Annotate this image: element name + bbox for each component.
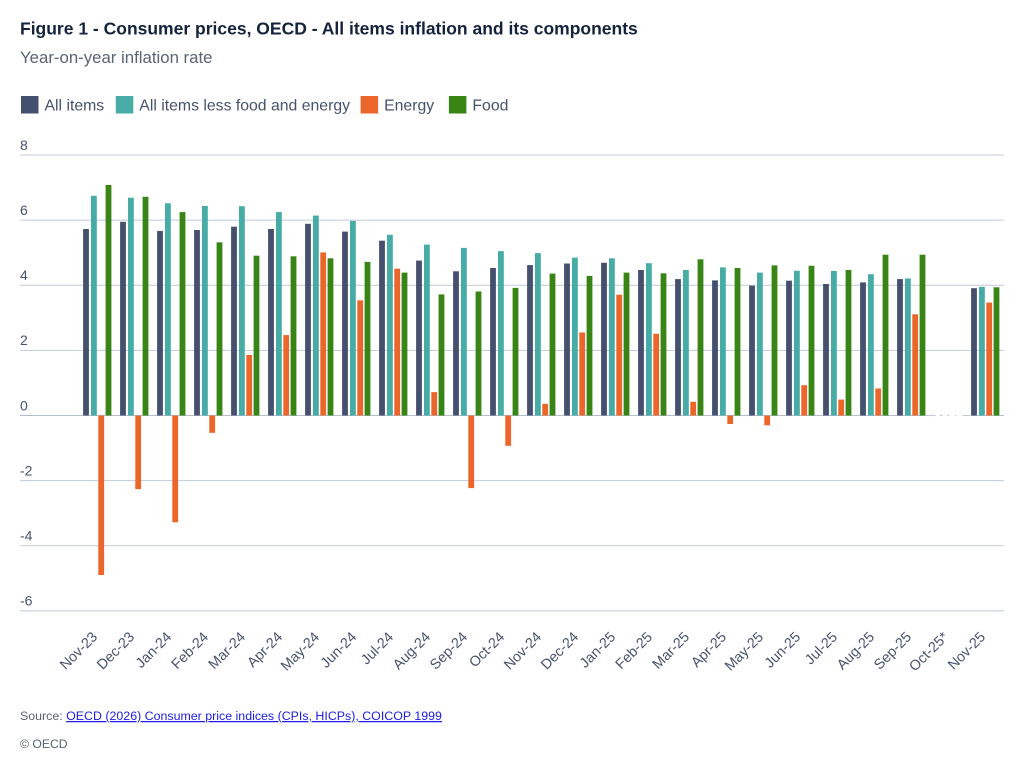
svg-text:Source: OECD (2026) Consumer p: Source: OECD (2026) Consumer price indic… bbox=[20, 709, 442, 723]
svg-text:-4: -4 bbox=[20, 528, 33, 544]
svg-text:All items: All items bbox=[45, 98, 105, 115]
svg-text:8: 8 bbox=[20, 137, 28, 153]
svg-text:All items less food and energy: All items less food and energy bbox=[139, 98, 350, 115]
svg-text:6: 6 bbox=[20, 202, 28, 218]
svg-text:Energy: Energy bbox=[384, 98, 434, 115]
svg-text:4: 4 bbox=[20, 267, 28, 283]
svg-text:Food: Food bbox=[472, 98, 508, 115]
svg-text:2: 2 bbox=[20, 332, 28, 348]
svg-text:© OECD: © OECD bbox=[20, 737, 68, 751]
svg-text:Figure 1 - Consumer prices, OE: Figure 1 - Consumer prices, OECD - All i… bbox=[20, 19, 638, 39]
svg-text:Year-on-year inflation rate: Year-on-year inflation rate bbox=[20, 48, 212, 67]
svg-text:0: 0 bbox=[20, 397, 28, 413]
svg-text:-6: -6 bbox=[20, 593, 33, 609]
svg-text:-2: -2 bbox=[20, 462, 33, 478]
